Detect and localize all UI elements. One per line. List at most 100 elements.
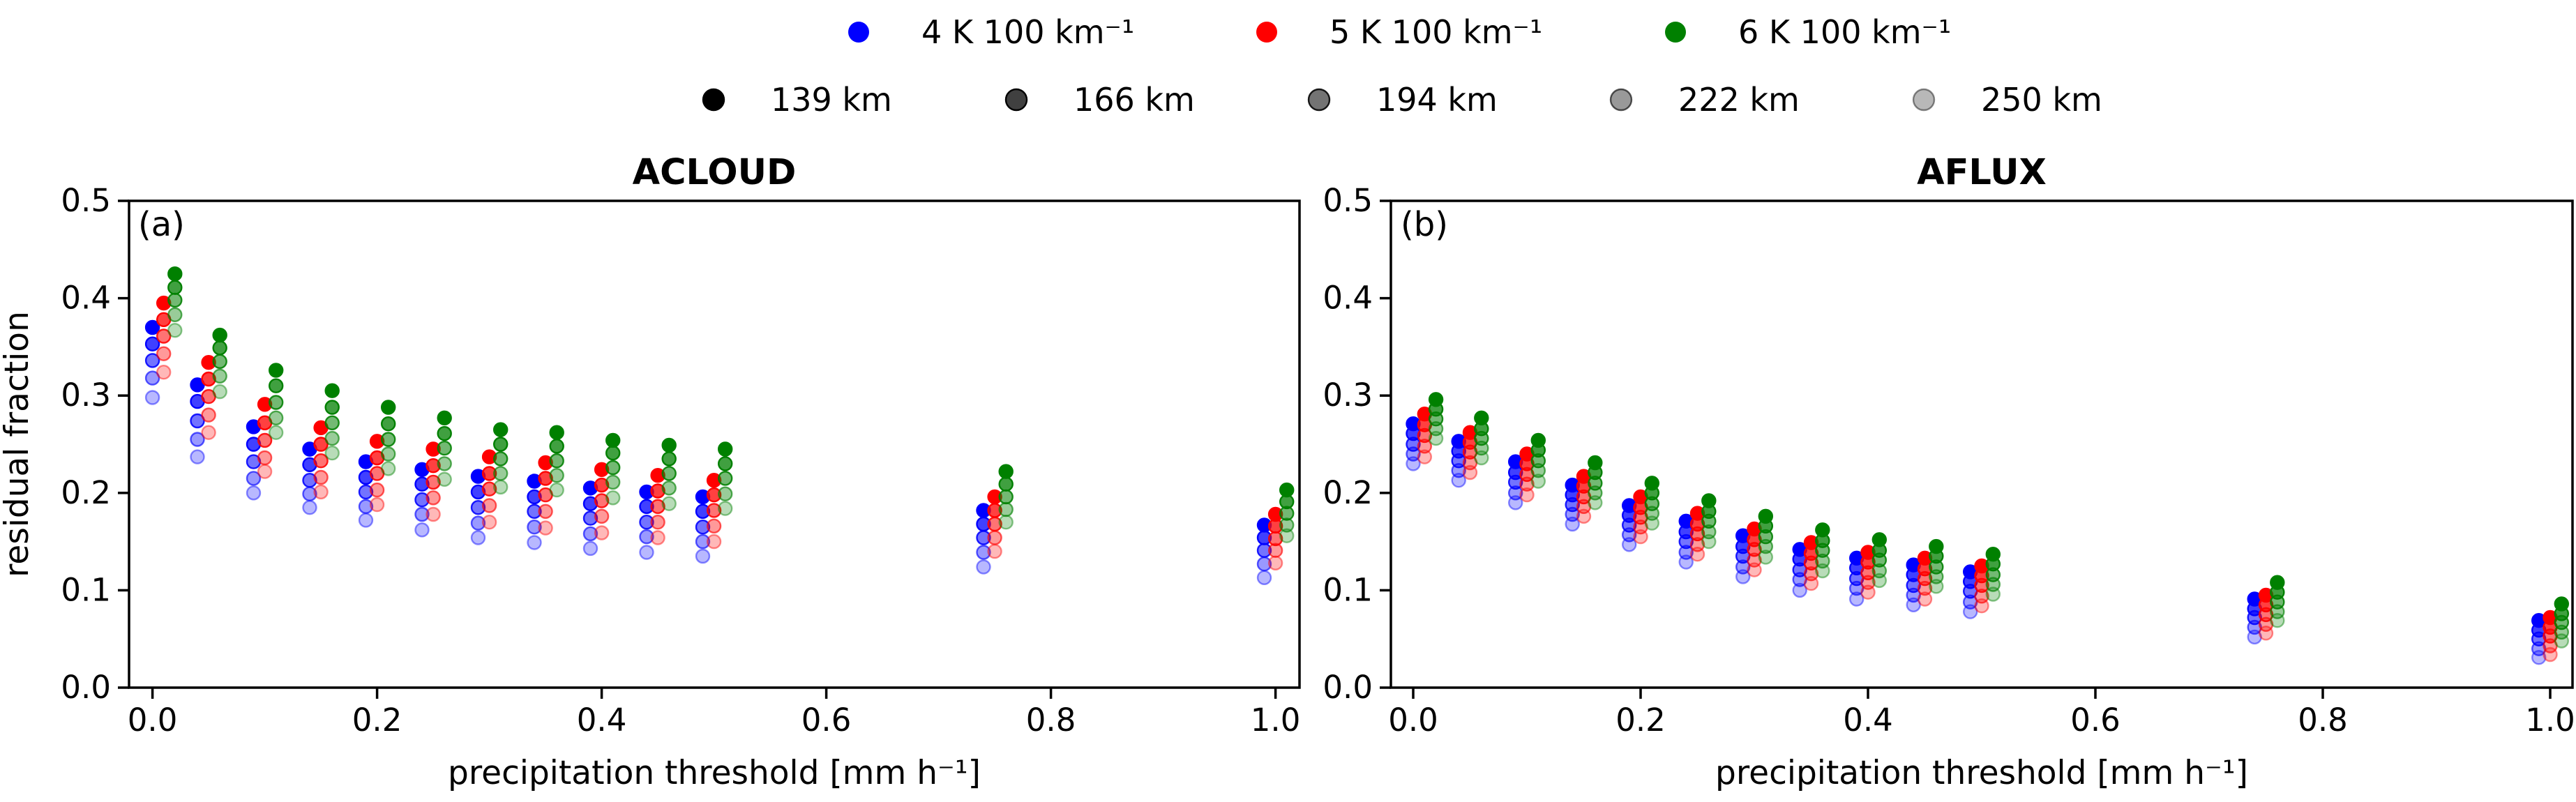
scatter-point — [549, 482, 564, 498]
scatter-point — [324, 383, 340, 398]
scatter-point — [156, 346, 172, 361]
scatter-point — [639, 529, 654, 545]
scatter-point — [661, 451, 677, 467]
x-tick-label: 0.4 — [1843, 702, 1893, 739]
scatter-point — [437, 425, 452, 441]
panel-a-axes: 0.0 0.2 0.4 0.6 0.8 1.0 0.0 0.1 0.2 0.3 0.4 0.5 — [61, 182, 1301, 739]
legend-gradient-item: 6 K 100 km⁻¹ — [1665, 13, 1951, 51]
scatter-point — [493, 479, 509, 495]
y-tick-label: 0.5 — [61, 182, 111, 219]
scatter-point — [190, 449, 205, 464]
scatter-point — [313, 469, 329, 485]
scatter-point — [549, 439, 564, 454]
legend-resolution-item: 166 km — [1004, 81, 1195, 119]
x-tick-label: 1.0 — [1251, 702, 1301, 739]
scatter-point — [414, 522, 430, 538]
scatter-point — [650, 530, 665, 545]
axes-frame — [128, 199, 1301, 689]
scatter-point — [527, 520, 542, 535]
y-tick-label: 0.0 — [61, 669, 111, 706]
legend-resolution-marker-icon — [1609, 88, 1633, 112]
scatter-point — [1279, 528, 1295, 543]
legend-resolution-label: 250 km — [1981, 81, 2102, 119]
scatter-point — [190, 432, 205, 447]
scatter-point — [369, 466, 385, 481]
scatter-point — [144, 370, 160, 386]
scatter-point — [414, 506, 430, 522]
scatter-point — [661, 466, 677, 481]
scatter-point — [156, 365, 172, 380]
scatter-point — [639, 545, 654, 560]
scatter-point — [2270, 575, 2285, 590]
scatter-point — [650, 483, 665, 499]
scatter-point — [437, 471, 452, 487]
scatter-point — [437, 440, 452, 456]
scatter-point — [1474, 410, 1489, 425]
legend-resolution-label: 139 km — [771, 81, 892, 119]
scatter-point — [1917, 591, 1933, 607]
legend-series-label: 4 K 100 km⁻¹ — [921, 13, 1134, 51]
y-tick-label: 0.3 — [61, 377, 111, 414]
scatter-point — [605, 490, 621, 506]
scatter-point — [650, 515, 665, 530]
x-tick-label: 0.4 — [577, 702, 627, 739]
scatter-point — [201, 407, 216, 423]
y-tick-label: 0.0 — [1323, 669, 1373, 706]
scatter-point — [201, 425, 216, 440]
scatter-point — [976, 559, 991, 575]
scatter-point — [144, 390, 160, 405]
scatter-point — [269, 410, 284, 425]
scatter-point — [313, 484, 329, 500]
panel-b-title: AFLUX — [1917, 152, 2047, 193]
legend-resolution-marker-icon — [702, 88, 725, 112]
panel-a-title: ACLOUD — [633, 152, 797, 193]
scatter-point — [527, 535, 542, 550]
scatter-point — [976, 545, 991, 560]
scatter-point — [167, 323, 183, 338]
scatter-point — [1588, 455, 1603, 471]
scatter-point — [549, 468, 564, 483]
scatter-point — [706, 534, 722, 550]
x-tick-label: 0.2 — [1615, 702, 1666, 739]
scatter-point — [538, 520, 553, 536]
scatter-point — [358, 499, 374, 514]
scatter-point — [1929, 538, 1944, 554]
scatter-point — [1519, 487, 1535, 503]
legend-resolution-label: 194 km — [1376, 81, 1498, 119]
scatter-point — [1530, 432, 1546, 448]
axes-frame — [1389, 199, 2574, 689]
legend-resolution-item: 222 km — [1609, 81, 1800, 119]
scatter-point — [381, 432, 396, 447]
legend-series-marker-icon — [848, 22, 869, 43]
scatter-point — [717, 471, 733, 486]
scatter-point — [717, 456, 733, 471]
scatter-point — [246, 471, 262, 486]
legend-resolution-item: 139 km — [702, 81, 892, 119]
scatter-point — [324, 430, 340, 446]
scatter-point — [425, 506, 441, 522]
scatter-point — [425, 490, 441, 506]
scatter-point — [1848, 591, 1865, 607]
scatter-point — [493, 422, 509, 437]
scatter-point — [998, 476, 1014, 492]
scatter-point — [998, 501, 1014, 517]
legend-resolution-marker-icon — [1004, 88, 1028, 112]
scatter-point — [470, 530, 486, 545]
legend-resolution-marker-icon — [1912, 88, 1936, 112]
scatter-point — [1815, 522, 1830, 538]
scatter-point — [1644, 476, 1660, 491]
scatter-point — [998, 515, 1014, 530]
scatter-point — [987, 543, 1002, 559]
x-tick-label: 0.8 — [1026, 702, 1076, 739]
y-tick-label: 0.2 — [61, 474, 111, 511]
scatter-point — [538, 487, 553, 503]
x-tick-label: 0.0 — [1388, 702, 1438, 739]
scatter-point — [212, 340, 227, 356]
y-tick-label: 0.5 — [1323, 182, 1373, 219]
scatter-point — [269, 363, 284, 378]
scatter-point — [706, 518, 722, 534]
scatter-point — [269, 395, 284, 410]
legend-resolution-marker-icon — [1307, 88, 1331, 112]
legend-resolution-row: 139 km 166 km 194 km 222 km 250 km — [702, 81, 2102, 119]
y-tick-label: 0.3 — [1323, 377, 1373, 414]
